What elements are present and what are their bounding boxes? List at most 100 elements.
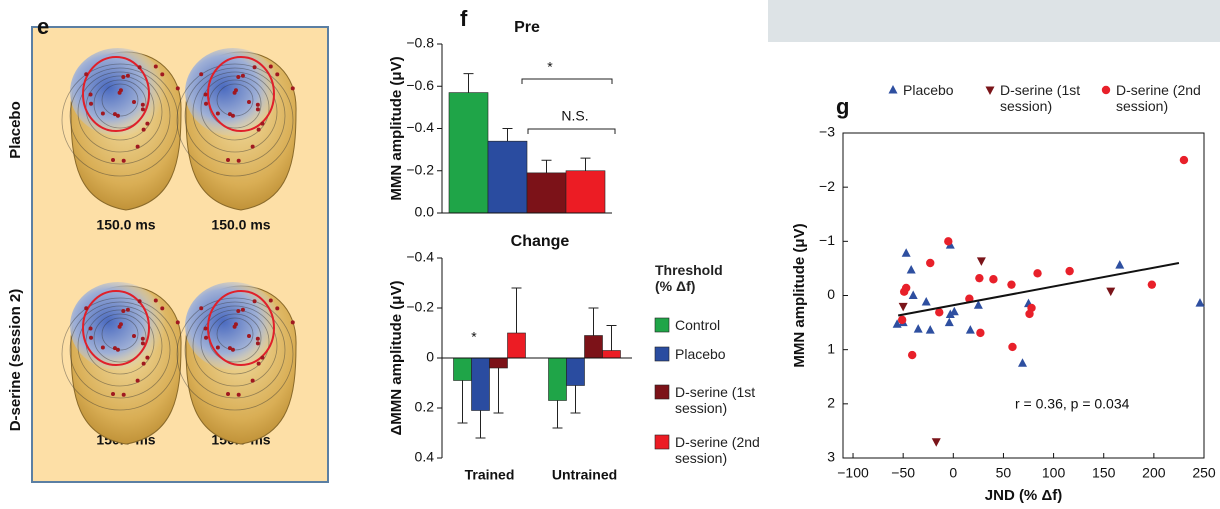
point — [1017, 358, 1027, 367]
legend-label: Placebo — [903, 82, 954, 98]
electrode — [226, 157, 231, 162]
electrode — [175, 86, 180, 91]
point — [935, 308, 944, 317]
annotation: * — [471, 329, 477, 345]
point — [1008, 342, 1017, 352]
banner — [768, 0, 1220, 42]
point — [945, 309, 955, 318]
electrode — [203, 326, 208, 331]
legend-swatch — [654, 346, 670, 362]
electrode — [117, 90, 122, 95]
bar — [471, 357, 490, 411]
electrode — [247, 334, 251, 338]
electrode — [230, 347, 235, 352]
contour — [101, 83, 139, 117]
point — [908, 290, 918, 299]
bar — [526, 172, 567, 214]
bar — [602, 350, 621, 359]
bar — [453, 357, 472, 381]
error-bar — [606, 325, 617, 351]
contour — [192, 305, 278, 387]
y-tick-label: 0 — [827, 286, 835, 302]
electrode — [215, 345, 220, 350]
y-tick-label: −1 — [819, 232, 835, 248]
electrode — [268, 64, 273, 69]
electrode — [255, 341, 260, 346]
electrode — [252, 65, 257, 70]
electrode — [141, 361, 146, 366]
error-bar — [580, 157, 591, 171]
legend-marker — [888, 85, 898, 94]
electrode — [255, 107, 260, 112]
electrode — [89, 335, 94, 340]
electrode — [89, 101, 94, 106]
bar — [487, 140, 528, 214]
contour — [93, 79, 147, 129]
electrode — [247, 100, 251, 104]
electrode — [236, 75, 241, 80]
error-bar — [493, 368, 504, 414]
row-label: Placebo — [7, 101, 24, 159]
electrode — [111, 157, 116, 162]
y-tick-label: −0.4 — [406, 249, 434, 265]
y-tick-label: 2 — [827, 395, 835, 411]
legend-marker — [985, 86, 995, 95]
y-tick-label: −0.2 — [406, 299, 434, 315]
electrode — [115, 347, 120, 352]
x-tick-label: −100 — [837, 465, 869, 481]
error-bar — [541, 159, 552, 173]
electrode — [111, 391, 116, 396]
error-bar — [511, 287, 522, 333]
point — [1195, 298, 1205, 307]
electrode — [240, 73, 245, 78]
point — [921, 297, 931, 306]
electrode — [290, 320, 295, 325]
electrode — [137, 299, 142, 304]
contour — [77, 71, 163, 153]
electrode — [140, 102, 145, 107]
panel-label: f — [460, 6, 468, 31]
point — [1106, 287, 1116, 297]
legend-label: D-serine (1st session) — [675, 384, 756, 416]
y-axis-label: ΔMMN amplitude (μV) — [388, 281, 405, 436]
bar — [584, 335, 603, 359]
electrode — [115, 113, 120, 118]
bar — [507, 332, 526, 359]
y-tick-label: −3 — [819, 124, 835, 140]
point — [926, 258, 935, 268]
legend-label: D-serine (2nd session) — [675, 434, 760, 466]
electrode — [204, 101, 209, 106]
electrode — [260, 355, 265, 360]
electrode — [117, 324, 122, 329]
y-axis-label: MMN amplitude (μV) — [388, 56, 405, 200]
electrode — [236, 309, 241, 314]
y-tick-label: −2 — [819, 178, 835, 194]
legend-label: Control — [675, 317, 721, 333]
point — [906, 265, 916, 274]
bar — [565, 170, 606, 214]
chart-title: Pre — [514, 19, 540, 36]
electrode — [236, 158, 241, 163]
electrode — [145, 121, 150, 126]
electrode — [199, 306, 204, 311]
contour — [61, 297, 179, 411]
electrode — [132, 334, 136, 338]
point — [949, 306, 959, 316]
electrode — [135, 378, 140, 383]
point — [901, 248, 911, 257]
y-axis-label: MMN amplitude (μV) — [791, 223, 808, 367]
point — [925, 325, 935, 334]
electrode — [121, 392, 126, 397]
y-tick-label: 0.0 — [415, 204, 435, 220]
x-tick-label: Untrained — [552, 467, 617, 483]
legend-swatch — [654, 317, 670, 333]
error-bar — [552, 400, 563, 429]
contour — [101, 317, 139, 351]
electrode — [226, 391, 231, 396]
point — [897, 315, 907, 325]
x-tick-label: 0 — [949, 465, 957, 481]
contour — [192, 71, 278, 153]
contour — [184, 67, 286, 165]
bar — [566, 357, 585, 386]
